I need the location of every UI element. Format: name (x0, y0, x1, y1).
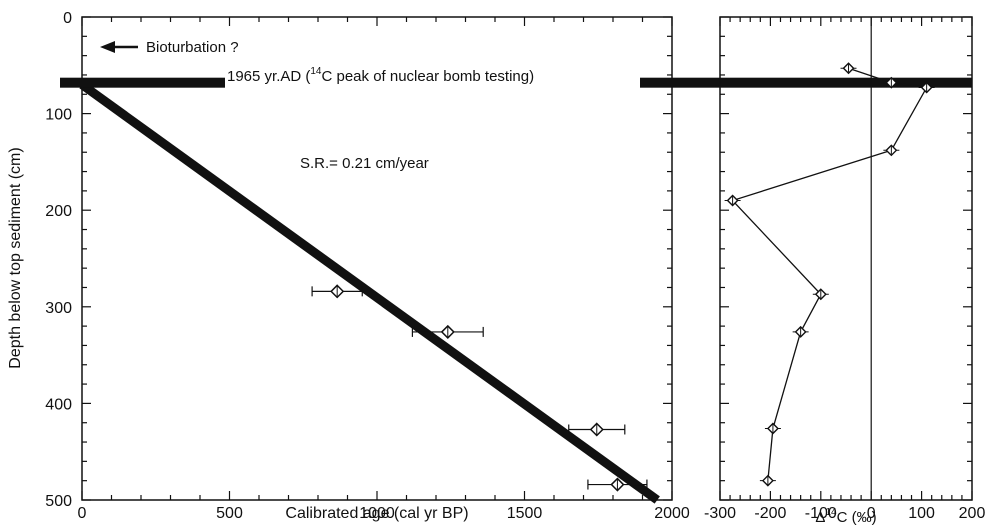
left-y-tick-labels: 0 100 200 300 400 500 (45, 10, 72, 510)
right-x-tick-labels: -300 -200 -100 0 100 200 (704, 505, 985, 522)
age-depth-points (311, 284, 648, 492)
delta14c-panel: -300 -200 -100 0 100 200 Δ14C (‰) (704, 16, 985, 525)
right-x-tick-label: -200 (754, 505, 786, 522)
bioturbation-label: Bioturbation ? (146, 39, 239, 56)
delta14c-point (840, 62, 857, 75)
bomb-peak-label: 1965 yr.AD (14C peak of nuclear bomb tes… (227, 66, 534, 85)
x-axis-label-left: Calibrated age (cal yr BP) (285, 505, 468, 522)
age-depth-point (411, 324, 484, 339)
delta14c-point (812, 288, 829, 301)
left-x-tick-label: 500 (216, 505, 243, 522)
bomb-peak-marker: 1965 yr.AD (14C peak of nuclear bomb tes… (60, 66, 972, 88)
bomb-peak-bar-right (640, 77, 972, 88)
right-axis-ticks (719, 17, 973, 500)
left-plot-frame (81, 16, 673, 501)
right-x-tick-label: 100 (908, 505, 935, 522)
left-y-tick-label: 500 (45, 493, 72, 510)
right-plot-frame (719, 16, 973, 501)
delta14c-point (883, 144, 900, 157)
left-x-tick-labels: 0 500 1000 1500 2000 (78, 505, 690, 522)
delta14c-points (724, 62, 935, 487)
right-x-tick-label: 200 (959, 505, 986, 522)
sedimentation-rate-label: S.R.= 0.21 cm/year (300, 155, 429, 172)
age-depth-point (568, 422, 626, 437)
delta14c-series-line (731, 67, 928, 481)
left-y-tick-label: 300 (45, 300, 72, 317)
bioturbation-annotation: Bioturbation ? (100, 39, 239, 56)
bomb-peak-bar-left (60, 77, 225, 88)
delta14c-point (883, 76, 900, 89)
delta14c-point (792, 325, 809, 338)
x-axis-label-right: Δ14C (‰) (815, 507, 876, 525)
age-depth-point (311, 284, 363, 299)
left-x-tick-label: 2000 (654, 505, 690, 522)
delta14c-point (918, 81, 935, 94)
bioturbation-arrow-head-icon (100, 41, 115, 53)
delta14c-point (759, 474, 776, 487)
age-depth-point (587, 477, 648, 492)
left-y-tick-label: 400 (45, 396, 72, 413)
left-y-tick-label: 0 (63, 10, 72, 27)
left-x-tick-label: 0 (78, 505, 87, 522)
y-axis-label: Depth below top sediment (cm) (7, 147, 24, 368)
left-x-tick-label: 1500 (507, 505, 543, 522)
delta14c-point (724, 194, 741, 207)
delta14c-point (764, 422, 781, 435)
sedimentation-rate-line (79, 80, 660, 504)
left-x-tick-label: 1000 (359, 505, 395, 522)
left-axis-ticks (81, 16, 972, 501)
left-y-tick-label: 200 (45, 203, 72, 220)
right-x-tick-label: -300 (704, 505, 736, 522)
right-x-tick-label: 0 (867, 505, 876, 522)
right-x-tick-label: -100 (805, 505, 837, 522)
left-y-tick-label: 100 (45, 107, 72, 124)
